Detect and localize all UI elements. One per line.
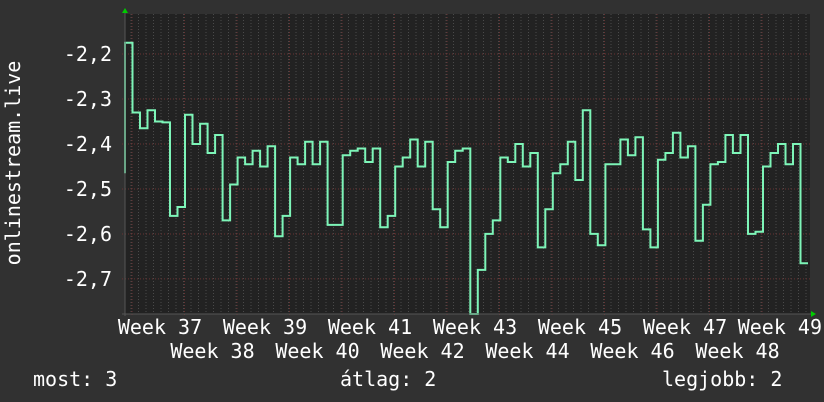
series-line [124, 41, 808, 315]
x-tick-label: Week 44 [485, 339, 569, 363]
x-tick-label: Week 48 [695, 339, 779, 363]
y-axis-label: onlinestream.live [1, 61, 25, 266]
x-tick-label: Week 47 [643, 315, 727, 339]
plot-area [125, 14, 810, 314]
x-tick-label: Week 43 [433, 315, 517, 339]
legend-average: átlag: 2 [340, 367, 436, 391]
x-tick-label: Week 42 [380, 339, 464, 363]
x-tick-label: Week 37 [118, 315, 202, 339]
y-tick-label: -2,6 [64, 222, 112, 246]
x-tick-label: Week 45 [538, 315, 622, 339]
legend-current: most: 3 [33, 367, 117, 391]
x-tick-label: Week 49 [738, 315, 822, 339]
y-axis-ticks: -2,2 -2,3 -2,4 -2,5 -2,6 -2,7 [64, 42, 112, 291]
y-axis-arrow-icon [122, 8, 128, 13]
y-tick-label: -2,4 [64, 132, 112, 156]
x-tick-label: Week 41 [328, 315, 412, 339]
y-tick-label: -2,2 [64, 42, 112, 66]
x-axis-arrow-icon [811, 311, 816, 317]
legend-max: legjobb: 2 [662, 367, 782, 391]
y-tick-label: -2,5 [64, 177, 112, 201]
x-tick-label: Week 39 [223, 315, 307, 339]
y-tick-label: -2,7 [64, 267, 112, 291]
x-tick-label: Week 46 [590, 339, 674, 363]
x-tick-label: Week 38 [170, 339, 254, 363]
x-tick-label: Week 40 [275, 339, 359, 363]
y-tick-label: -2,3 [64, 87, 112, 111]
